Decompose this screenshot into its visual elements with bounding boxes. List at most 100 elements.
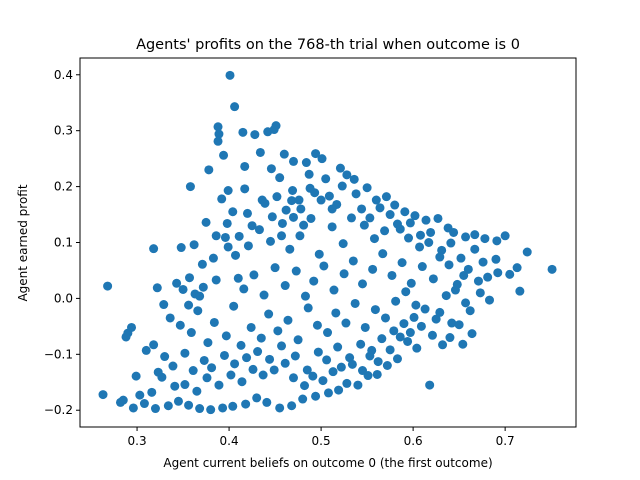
data-point [485, 295, 494, 305]
data-point [435, 307, 445, 317]
data-point [433, 213, 443, 223]
data-point [298, 394, 308, 404]
data-point [333, 342, 343, 352]
data-point [209, 317, 219, 327]
data-point [405, 328, 415, 338]
y-axis-ticks: −0.2 −0.1 0.0 0.1 0.2 0.3 0.4 [44, 68, 80, 417]
data-point [308, 371, 318, 381]
data-point [290, 351, 300, 361]
chart-title: Agents' profits on the 768-th trial when… [136, 37, 520, 53]
data-point [438, 340, 448, 350]
data-point [199, 355, 209, 365]
data-point [371, 195, 381, 205]
data-point [447, 318, 457, 328]
data-point [385, 345, 395, 355]
data-point [208, 253, 218, 263]
data-point [186, 328, 196, 338]
data-point [301, 158, 311, 168]
data-point [311, 149, 321, 159]
data-point [217, 194, 227, 204]
x-axis-ticks: 0.3 0.4 0.5 0.6 0.7 [128, 427, 515, 448]
data-point [336, 362, 346, 372]
data-point [219, 350, 229, 360]
data-point [456, 253, 466, 263]
data-point [294, 195, 304, 205]
data-point [416, 321, 426, 331]
data-point [231, 250, 241, 260]
data-point [288, 373, 298, 383]
data-point [192, 386, 202, 396]
data-point [175, 320, 185, 330]
data-point [348, 256, 358, 266]
data-point [522, 247, 532, 257]
data-point [356, 339, 366, 349]
data-point [272, 192, 282, 202]
data-point [381, 192, 391, 202]
data-point [229, 301, 239, 311]
data-point [478, 257, 488, 267]
data-point [264, 309, 274, 319]
data-point [323, 328, 333, 338]
data-point [321, 174, 331, 184]
data-point [323, 388, 333, 398]
data-point [300, 291, 310, 301]
data-point [324, 191, 334, 201]
data-point [141, 345, 151, 355]
data-point [338, 239, 348, 249]
data-point [410, 211, 420, 221]
data-point [547, 264, 557, 274]
data-point [459, 270, 469, 280]
data-point [195, 404, 205, 414]
data-point [98, 390, 108, 400]
data-point [403, 336, 413, 346]
data-point [373, 357, 383, 367]
data-point [372, 369, 382, 379]
data-point [220, 232, 230, 242]
data-point [159, 300, 169, 310]
data-point [153, 367, 163, 377]
data-point [288, 186, 298, 195]
data-point [505, 269, 515, 279]
data-point [239, 284, 249, 294]
data-point [203, 338, 213, 348]
data-point [385, 210, 395, 220]
data-point [246, 322, 256, 332]
data-point [269, 125, 279, 135]
data-point [399, 319, 409, 329]
data-point [331, 308, 341, 318]
data-point [277, 341, 287, 351]
data-point [390, 200, 400, 210]
data-point [223, 186, 233, 195]
data-point [420, 304, 430, 314]
data-point [260, 198, 270, 208]
data-point [480, 234, 490, 244]
data-point [214, 380, 224, 390]
data-point [493, 268, 503, 278]
data-point [269, 365, 279, 375]
data-point [309, 276, 319, 286]
data-point [202, 373, 212, 383]
data-point [515, 286, 525, 296]
data-point [189, 240, 199, 250]
x-tick-label: 0.3 [128, 434, 147, 448]
data-point [281, 205, 291, 215]
data-point [300, 381, 310, 391]
data-point [463, 264, 473, 274]
data-point [461, 232, 471, 242]
data-point [391, 296, 401, 306]
data-point [222, 218, 232, 228]
data-point [467, 329, 477, 339]
data-point [375, 203, 385, 213]
data-point [221, 331, 231, 341]
data-point [180, 380, 190, 390]
data-point [184, 300, 194, 310]
data-point [380, 226, 390, 236]
data-point [255, 147, 265, 157]
data-point [445, 333, 455, 343]
data-point [450, 285, 460, 295]
data-point [254, 225, 264, 235]
x-tick-label: 0.7 [496, 434, 515, 448]
data-point [397, 258, 407, 268]
data-point [225, 70, 235, 80]
data-point [273, 326, 283, 336]
